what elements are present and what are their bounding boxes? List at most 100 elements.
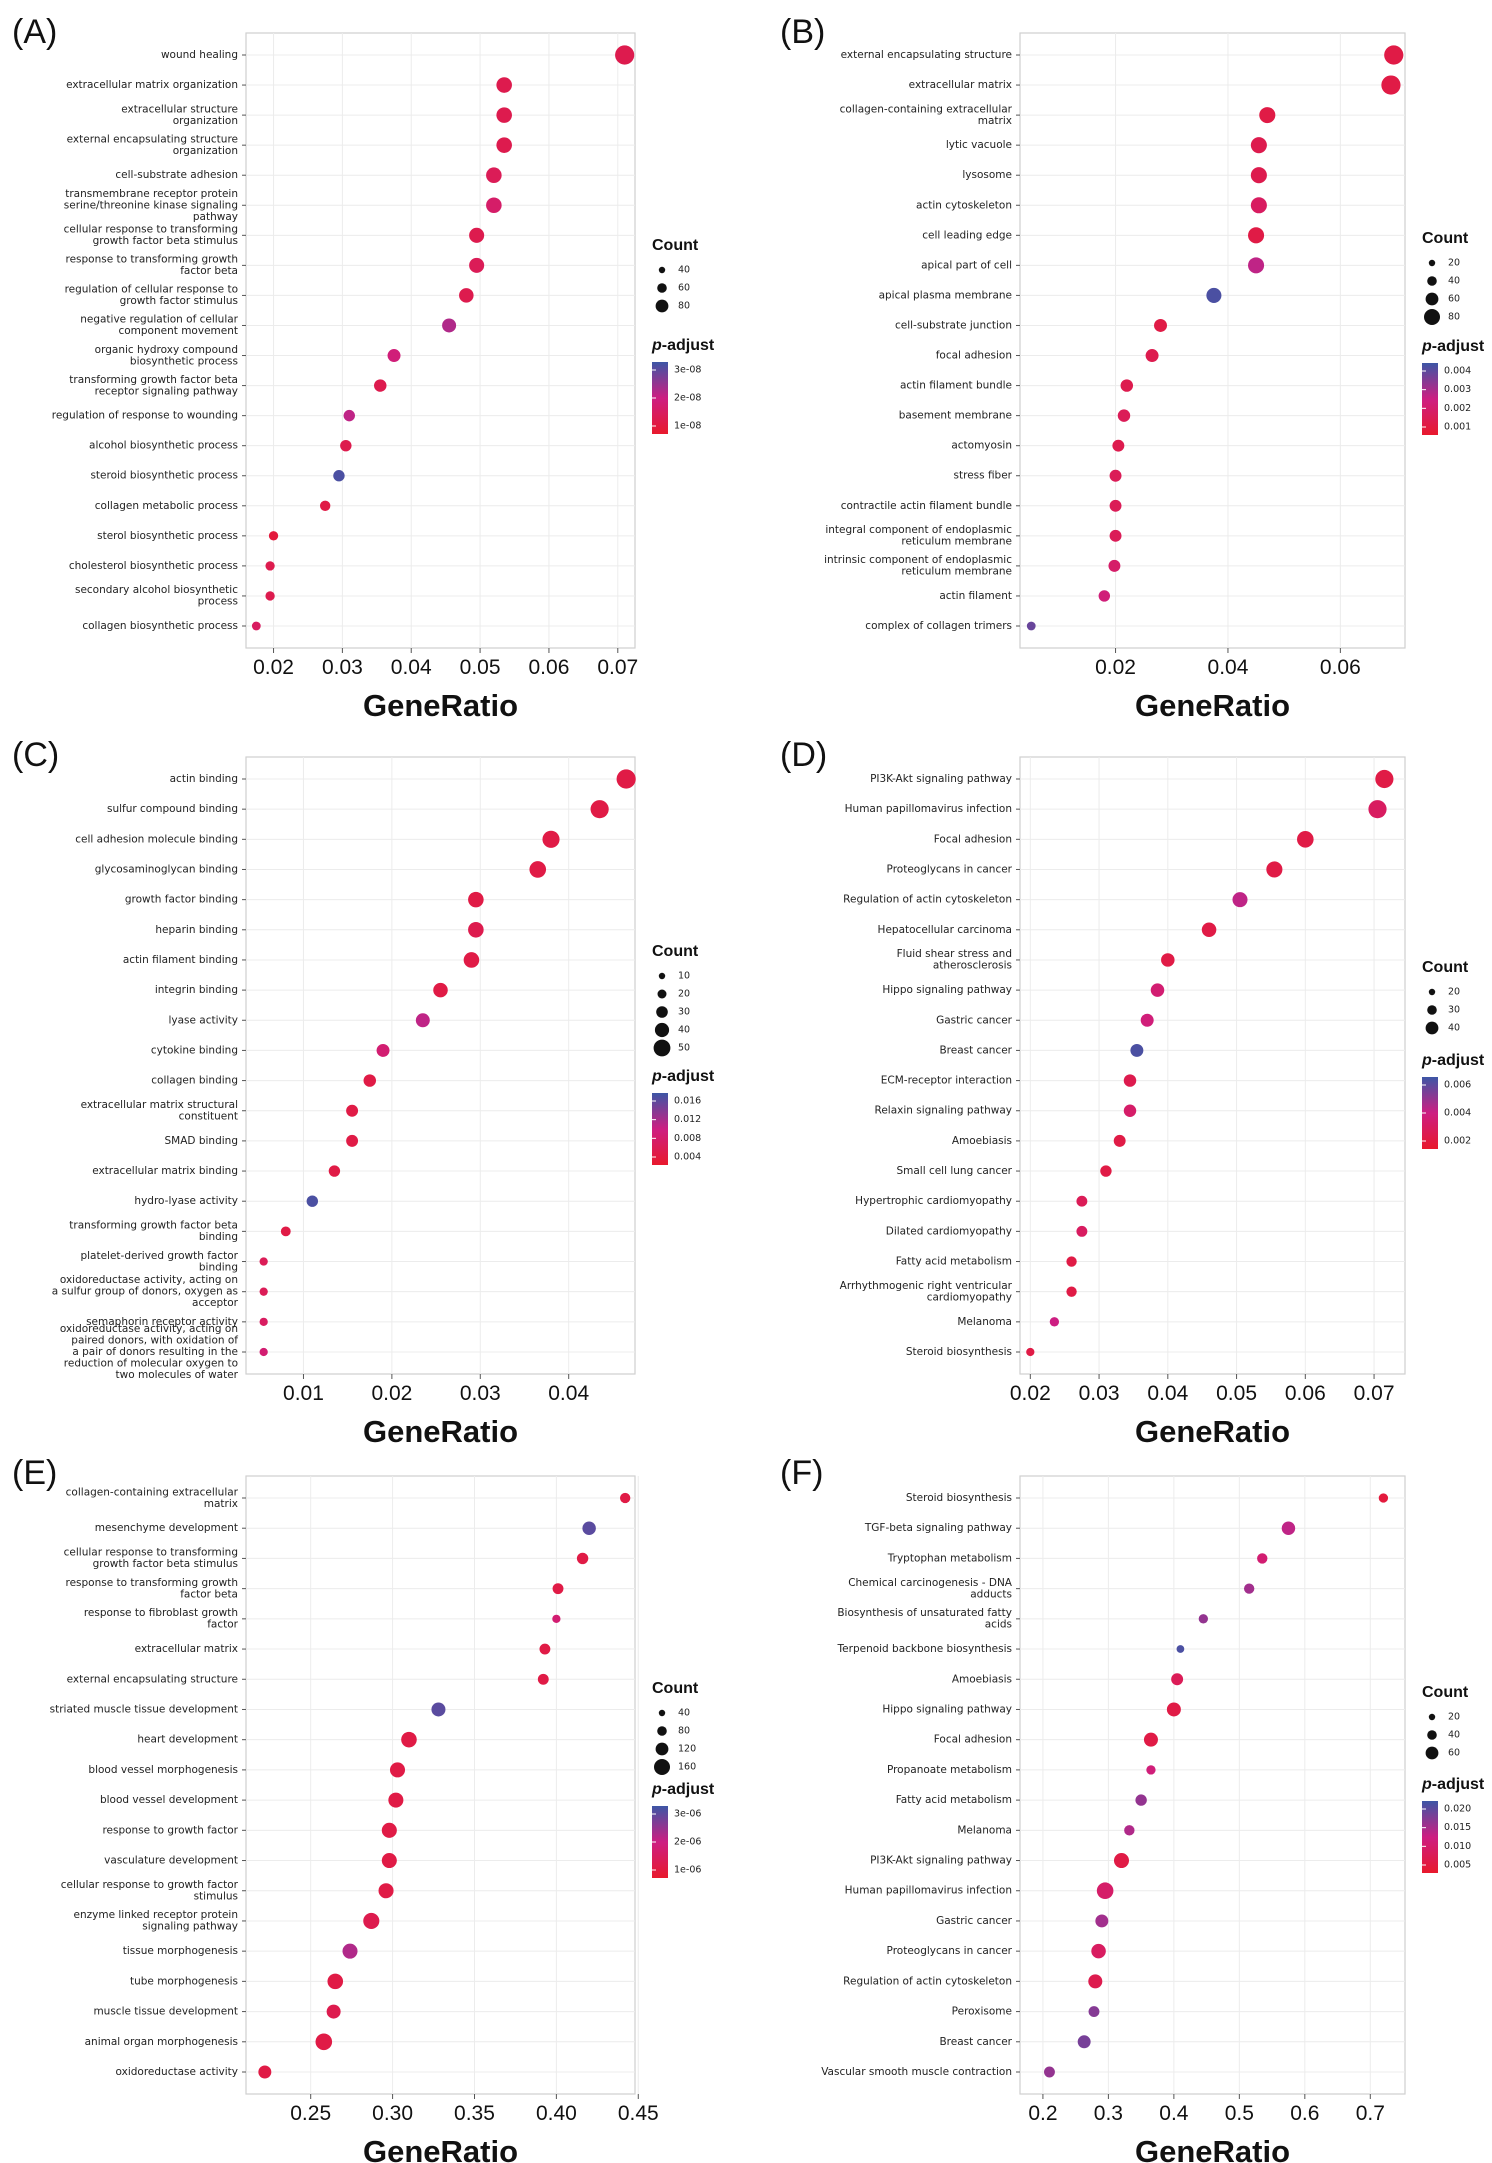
data-point xyxy=(1091,1943,1106,1959)
data-point xyxy=(1095,1914,1109,1928)
category-label: collagen-containing extracellular matrix xyxy=(840,103,1013,127)
data-point xyxy=(387,349,401,363)
data-point xyxy=(1088,1974,1103,1989)
category-label: oxidoreductase activity, acting on paired… xyxy=(60,1323,239,1381)
category-label: cellular response to growth factor stimul… xyxy=(61,1879,239,1903)
category-label: extracellular structure organization xyxy=(121,103,238,127)
data-point xyxy=(315,2033,333,2051)
data-point xyxy=(1096,1882,1114,1900)
data-point xyxy=(1243,1583,1255,1594)
legend-count-label: 60 xyxy=(678,283,690,294)
category-label: Hepatocellular carcinoma xyxy=(878,924,1012,936)
category-label: Steroid biosynthesis xyxy=(906,1346,1012,1358)
legend-padj-title: p-adjust xyxy=(1421,1052,1485,1069)
category-label: lytic vacuole xyxy=(946,139,1012,151)
x-tick-label: 0.25 xyxy=(290,2102,331,2125)
legend-count-label: 40 xyxy=(1448,1730,1460,1741)
data-point xyxy=(542,830,560,848)
legend-count-dot xyxy=(657,283,667,293)
legend-count-label: 10 xyxy=(678,971,690,982)
x-tick-label: 0.6 xyxy=(1290,2102,1319,2125)
data-point xyxy=(1257,1553,1268,1564)
category-label: PI3K-Akt signaling pathway xyxy=(870,1855,1012,1867)
legend-padj-label: 3e-08 xyxy=(674,365,701,376)
category-label: Hypertrophic cardiomyopathy xyxy=(855,1195,1012,1207)
category-label: Hippo signaling pathway xyxy=(882,1703,1012,1715)
category-label: SMAD binding xyxy=(165,1135,238,1147)
category-label: tube morphogenesis xyxy=(130,1975,238,1987)
legend-padj-label: 0.004 xyxy=(674,1152,701,1163)
legend-count-dot xyxy=(658,266,666,274)
category-label: growth factor binding xyxy=(125,894,238,906)
legend-count-title: Count xyxy=(1422,959,1469,976)
data-point xyxy=(1259,107,1276,124)
data-point xyxy=(1381,75,1401,95)
legend-count-dot xyxy=(1427,1005,1437,1015)
legend-count-label: 40 xyxy=(678,1708,690,1719)
data-point xyxy=(1077,2035,1091,2049)
data-point xyxy=(1201,922,1217,938)
data-point xyxy=(378,1883,394,1899)
data-point xyxy=(1120,379,1134,392)
legend-count-title: Count xyxy=(652,943,699,960)
category-label: Breast cancer xyxy=(939,2036,1012,2048)
category-label: sterol biosynthetic process xyxy=(97,530,238,542)
category-label: lyase activity xyxy=(168,1014,238,1026)
legend-padj-colorbar xyxy=(652,1093,668,1165)
legend-padj-label: 0.003 xyxy=(1444,384,1471,395)
x-tick-label: 0.03 xyxy=(1079,1382,1120,1405)
data-point xyxy=(1145,349,1159,363)
data-point xyxy=(381,1853,397,1869)
panel-3: (C) 0.01 0.02 0.03 0.04 GeneRatio actin bindin… xyxy=(12,736,715,1449)
category-label: Relaxin signaling pathway xyxy=(875,1105,1013,1117)
x-tick-label: 0.3 xyxy=(1094,2102,1123,2125)
panel-label: (B) xyxy=(780,13,825,51)
category-label: transmembrane receptor protein serine/thr… xyxy=(64,188,238,223)
legend-count-dot xyxy=(658,972,666,980)
category-label: Dilated cardiomyopathy xyxy=(886,1225,1012,1237)
data-point xyxy=(374,379,387,392)
x-tick-label: 0.02 xyxy=(1095,656,1136,679)
data-point xyxy=(1066,1286,1077,1297)
legend-count-label: 60 xyxy=(1448,1748,1460,1759)
legend-padj-colorbar xyxy=(1422,363,1438,435)
x-tick-label: 0.02 xyxy=(1010,1382,1051,1405)
category-label: extracellular matrix binding xyxy=(92,1165,238,1177)
x-tick-label: 0.7 xyxy=(1356,2102,1385,2125)
category-label: muscle tissue development xyxy=(93,2006,238,2018)
data-point xyxy=(259,1347,268,1357)
legend-padj-label: 0.008 xyxy=(674,1133,701,1144)
data-point xyxy=(346,1104,359,1117)
category-label: regulation of cellular response to growth… xyxy=(65,284,238,308)
category-label: Fatty acid metabolism xyxy=(896,1256,1012,1268)
category-label: Amoebiasis xyxy=(952,1135,1012,1147)
data-point xyxy=(1250,197,1267,214)
data-point xyxy=(468,922,484,938)
data-point xyxy=(1250,167,1267,184)
data-point xyxy=(486,197,502,214)
panel-5: (E) 0.25 0.30 0.35 0.40 0.45 GeneRatio collagen… xyxy=(12,1454,715,2163)
legend-count-dot xyxy=(655,1742,669,1756)
data-point xyxy=(1176,1645,1185,1653)
panel-4: (D) 0.02 0.03 0.04 0.05 0.06 0.07 GeneRatio PI3K… xyxy=(780,736,1485,1449)
x-axis-title: GeneRatio xyxy=(1135,688,1290,723)
data-point xyxy=(328,1165,341,1177)
data-point xyxy=(1146,1765,1156,1775)
category-label: Vascular smooth muscle contraction xyxy=(821,2066,1012,2078)
x-tick-label: 0.04 xyxy=(1147,1382,1188,1405)
data-point xyxy=(388,1792,404,1808)
category-label: Terpenoid backbone biosynthesis xyxy=(837,1643,1012,1655)
legend-count-label: 80 xyxy=(1448,312,1460,323)
category-label: Arrhythmogenic right ventricular cardiomy… xyxy=(840,1280,1013,1304)
category-label: collagen binding xyxy=(151,1075,238,1087)
x-tick-label: 0.5 xyxy=(1225,2102,1254,2125)
category-label: Tryptophan metabolism xyxy=(887,1552,1012,1564)
data-point xyxy=(1171,1673,1184,1686)
category-label: oxidoreductase activity xyxy=(116,2066,238,2078)
data-point xyxy=(1161,953,1175,967)
data-point xyxy=(539,1643,551,1655)
x-tick-label: 0.4 xyxy=(1159,2102,1189,2125)
category-label: transforming growth factor beta binding xyxy=(69,1220,238,1244)
category-label: enzyme linked receptor protein signaling … xyxy=(74,1909,239,1933)
data-point xyxy=(343,409,355,422)
